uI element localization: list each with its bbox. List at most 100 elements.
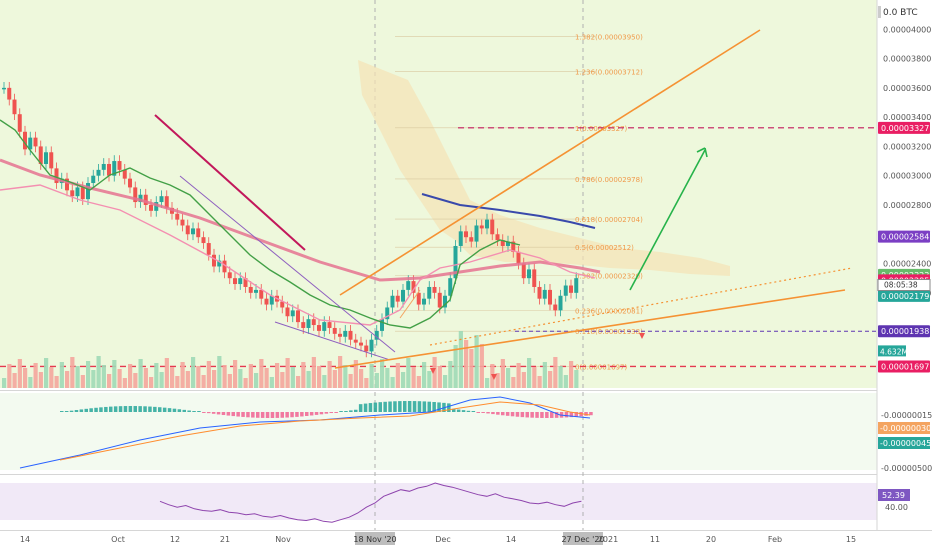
macd-histogram-bar (393, 401, 397, 412)
candle-body (338, 333, 342, 337)
volume-bar (59, 362, 64, 388)
fib-anchor-line (399, 289, 421, 319)
time-cursor-box (355, 532, 395, 545)
candle-body (511, 241, 516, 252)
volume-label-box (878, 345, 906, 357)
candle-body (343, 330, 348, 337)
candle-body (474, 225, 479, 242)
candle-body (107, 163, 111, 176)
candle-body (180, 219, 185, 226)
macd-histogram-bar (501, 412, 505, 416)
candle-body (28, 137, 33, 150)
macd-histogram-bar (172, 408, 177, 412)
candle-body (96, 169, 101, 176)
macd-histogram-bar (383, 401, 387, 412)
volume-bar (500, 359, 505, 388)
volume-bar (280, 372, 285, 388)
volume-bar (401, 372, 406, 388)
candle-body (196, 228, 201, 238)
volume-bar (275, 363, 280, 388)
macd-histogram-bar (89, 408, 93, 412)
macd-histogram-bar (290, 412, 294, 418)
macd-histogram-bar (510, 412, 515, 417)
candle-body (521, 263, 526, 279)
rsi-pane (159, 482, 582, 523)
candle-body (290, 310, 295, 317)
price-tick-label: 0.00002800 (883, 201, 931, 210)
macd-histogram-bar (363, 403, 368, 412)
volume-bar (243, 378, 248, 388)
macd-histogram-bar (447, 403, 451, 412)
volume-bar (569, 361, 574, 388)
candle-body (122, 169, 127, 179)
time-tick-label: Feb (768, 535, 782, 544)
rsi-band (0, 483, 877, 520)
candle-body (12, 99, 17, 115)
macd-histogram-bar (275, 412, 280, 418)
fib-level-label: 1.236(0.00003712) (575, 68, 643, 76)
candle-body (348, 330, 353, 340)
macd-histogram-bar (569, 412, 574, 418)
macd-histogram-bar (491, 412, 495, 415)
macd-histogram-bar (241, 412, 245, 417)
rsi-label-box (878, 489, 910, 501)
candle-body (254, 289, 258, 293)
volume-bar (495, 373, 500, 388)
macd-histogram-bar (109, 406, 113, 412)
macd-label-text: -0.00000045 (880, 439, 931, 448)
candle-body (175, 213, 180, 220)
candle-body (385, 307, 390, 320)
wedge-line (274, 321, 391, 361)
macd-histogram-bar (550, 412, 554, 418)
macd-histogram-bar (99, 407, 103, 412)
volume-bar (149, 377, 154, 388)
candle-body (91, 175, 96, 184)
projection-arrow-line (629, 149, 706, 291)
macd-histogram-bar (574, 412, 578, 417)
channel-dotted (429, 267, 853, 346)
macd-histogram-bar (216, 412, 221, 415)
volume-bar (49, 367, 54, 388)
candle-body (563, 285, 568, 296)
volume-bar (259, 359, 264, 388)
macd-histogram-bar (422, 401, 427, 412)
macd-histogram-bar (456, 409, 461, 412)
candle-body (359, 342, 363, 346)
candle-body (44, 152, 48, 164)
volume-bar (374, 373, 379, 388)
candle-body (65, 178, 69, 191)
price-axis: 0.0 BTC 0.00004000 0.00003800 0.00003600 0.0… (20, 6, 932, 545)
time-tick-label: 20 (706, 535, 716, 544)
candle-body (453, 245, 458, 279)
candle-body (322, 322, 327, 331)
volume-bar (227, 374, 232, 388)
volume-bar (185, 371, 190, 388)
volume-bar (101, 365, 106, 388)
volume-bar (511, 377, 516, 388)
candle-body (427, 286, 432, 299)
volume-bar (558, 366, 563, 388)
volume-bar (54, 376, 59, 388)
candle-body (23, 131, 27, 150)
candle-body (390, 295, 395, 308)
volume-bar (128, 364, 133, 388)
fib-level-label: 0.236(0.00002081) (575, 307, 643, 315)
macd-line (19, 396, 591, 469)
candle-body (149, 204, 153, 211)
volume-bar (70, 357, 75, 388)
volume-bar (437, 366, 442, 388)
macd-histogram-bar (153, 406, 157, 412)
volume-bar (574, 370, 579, 388)
candle-body (243, 278, 248, 287)
candle-body (264, 298, 269, 305)
macd-histogram-bar (334, 412, 338, 413)
volume-bar (206, 361, 211, 388)
volume-bar (222, 365, 227, 388)
macd-histogram-bar (138, 406, 142, 412)
macd-histogram-bar (525, 412, 529, 418)
macd-histogram-bar (329, 412, 333, 414)
volume-bar (170, 367, 175, 388)
macd-histogram-bar (285, 412, 289, 418)
macd-histogram-bar (584, 412, 588, 416)
